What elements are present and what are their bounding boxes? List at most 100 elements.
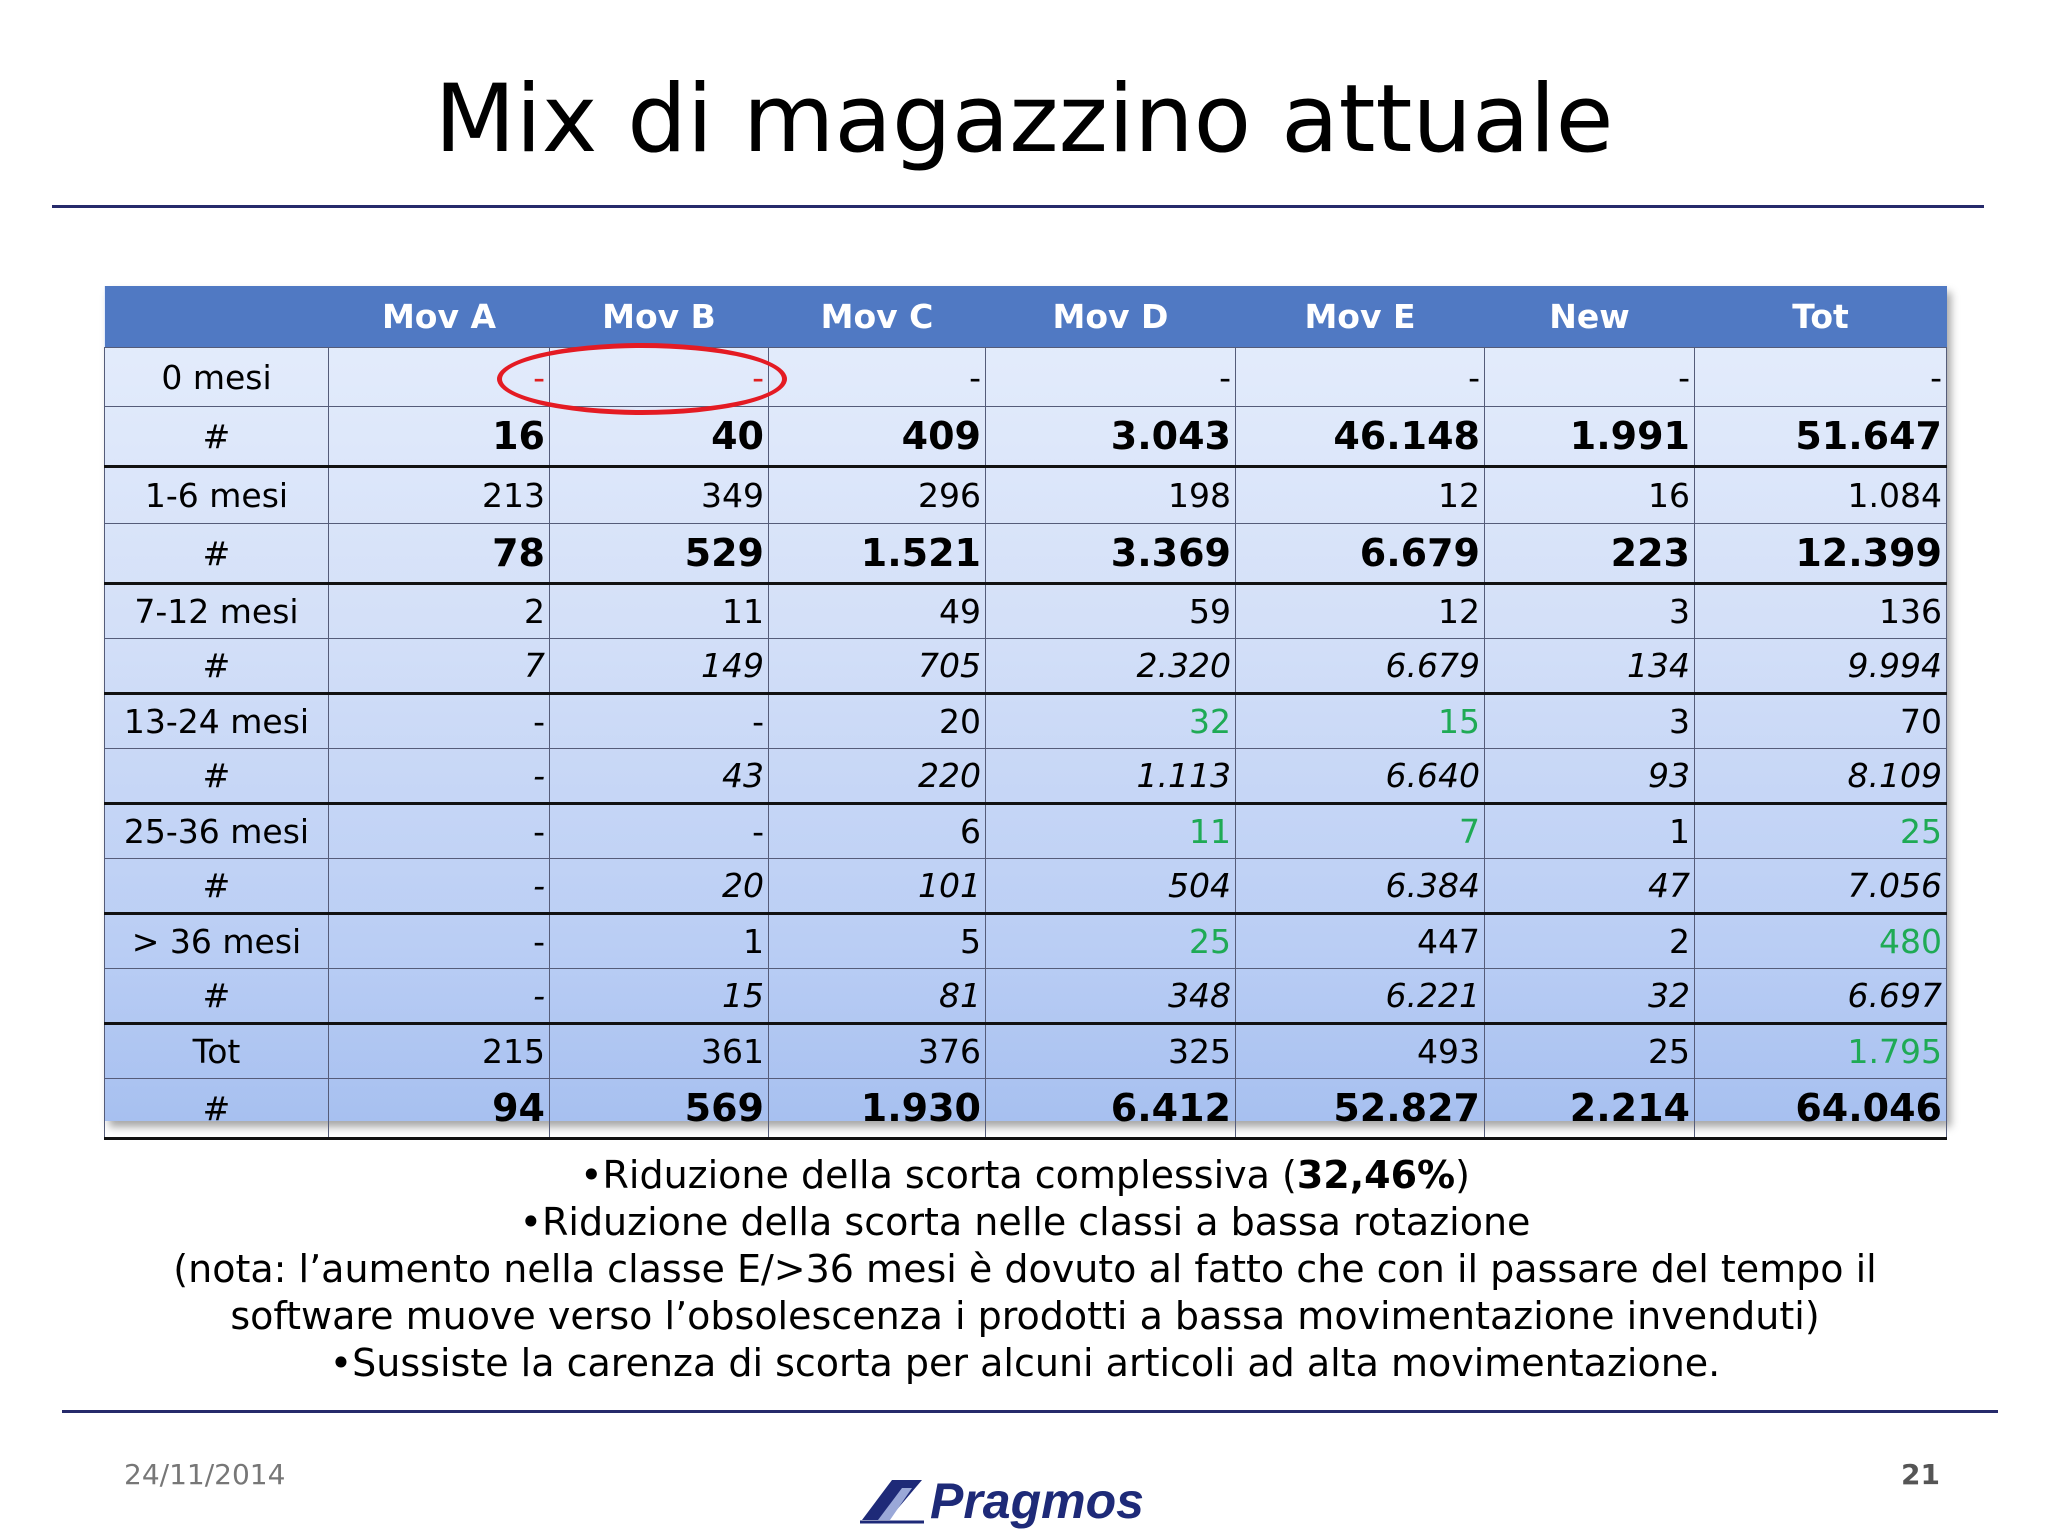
row-label: # — [104, 968, 329, 1024]
table-cell: 136 — [1694, 582, 1947, 639]
table-cell: 93 — [1484, 748, 1695, 804]
table-cell: - — [328, 858, 550, 914]
row-label: 1-6 mesi — [104, 465, 329, 524]
table-cell: 569 — [549, 1078, 769, 1140]
table-cell: 46.148 — [1235, 406, 1485, 467]
table-cell: 376 — [768, 1022, 986, 1079]
table-cell: 11 — [549, 582, 769, 639]
table-cell: 40 — [549, 406, 769, 467]
table-cell: 94 — [328, 1078, 550, 1140]
inventory-table: Mov A Mov B Mov C Mov D Mov E New Tot 0 … — [104, 286, 1947, 1140]
table-cell: - — [328, 748, 550, 804]
row-label: > 36 mesi — [104, 912, 329, 969]
table-row: # 16 40 409 3.043 46.148 1.991 51.647 — [104, 406, 1947, 467]
table-row: 1-6 mesi 213 349 296 198 12 16 1.084 — [104, 465, 1947, 524]
logo-text: Pragmos — [930, 1473, 1144, 1529]
table-cell: 20 — [549, 858, 769, 914]
table-cell: 49 — [768, 582, 986, 639]
table-cell: 223 — [1484, 523, 1695, 584]
row-label: # — [104, 638, 329, 694]
page-number: 21 — [1901, 1458, 1940, 1491]
footer-date: 24/11/2014 — [124, 1458, 286, 1491]
table-cell: 215 — [328, 1022, 550, 1079]
pragmos-logo: Pragmos — [860, 1473, 1144, 1529]
table-cell: 32 — [985, 692, 1236, 749]
header-cell: New — [1484, 286, 1695, 348]
table-cell: 349 — [549, 465, 769, 524]
table-cell: 198 — [985, 465, 1236, 524]
header-cell: Mov C — [768, 286, 986, 348]
table-cell: 6.697 — [1694, 968, 1947, 1024]
table-cell: 51.647 — [1694, 406, 1947, 467]
table-cell: 12 — [1235, 465, 1485, 524]
table-cell: 447 — [1235, 912, 1485, 969]
row-label: # — [104, 1078, 329, 1140]
table-cell: 409 — [768, 406, 986, 467]
table-cell: 7 — [328, 638, 550, 694]
table-cell: 16 — [328, 406, 550, 467]
header-cell: Mov E — [1235, 286, 1485, 348]
table-cell: 2 — [1484, 912, 1695, 969]
table-cell: 15 — [549, 968, 769, 1024]
table-cell: 6.679 — [1235, 638, 1485, 694]
footer-divider — [62, 1410, 1998, 1413]
table-cell: - — [549, 692, 769, 749]
table-cell: 81 — [768, 968, 986, 1024]
table-cell: - — [549, 802, 769, 859]
table-cell: 12 — [1235, 582, 1485, 639]
table-cell: 64.046 — [1694, 1078, 1947, 1140]
table-cell: 3 — [1484, 692, 1695, 749]
note-line-5: •Sussiste la carenza di scorta per alcun… — [329, 1341, 1721, 1385]
highlight-ellipse — [497, 343, 787, 415]
table-cell: 2.320 — [985, 638, 1236, 694]
table-row: > 36 mesi - 1 5 25 447 2 480 — [104, 912, 1947, 969]
table-cell: 32 — [1484, 968, 1695, 1024]
title-divider — [52, 205, 1984, 208]
table-cell: - — [1694, 347, 1947, 407]
table-cell: 25 — [985, 912, 1236, 969]
table-cell: 6 — [768, 802, 986, 859]
table-row: 0 mesi - - - - - - - — [104, 347, 1947, 407]
header-cell: Mov A — [328, 286, 550, 348]
note-line-3: (nota: l’aumento nella classe E/>36 mesi… — [173, 1247, 1877, 1291]
header-cell — [104, 286, 329, 348]
table-cell: - — [1484, 347, 1695, 407]
table-cell: 1.930 — [768, 1078, 986, 1140]
table-cell: 220 — [768, 748, 986, 804]
inventory-grid: Mov A Mov B Mov C Mov D Mov E New Tot 0 … — [104, 286, 1947, 1140]
note-line-1: •Riduzione della scorta complessiva (32,… — [580, 1153, 1470, 1197]
notes-block: •Riduzione della scorta complessiva (32,… — [104, 1152, 1946, 1387]
header-cell: Tot — [1694, 286, 1947, 348]
table-cell: 16 — [1484, 465, 1695, 524]
row-label: # — [104, 748, 329, 804]
table-cell: 25 — [1484, 1022, 1695, 1079]
header-row: Mov A Mov B Mov C Mov D Mov E New Tot — [104, 286, 1947, 348]
table-cell: 348 — [985, 968, 1236, 1024]
table-cell: 529 — [549, 523, 769, 584]
table-cell: 1.113 — [985, 748, 1236, 804]
row-label: # — [104, 523, 329, 584]
table-row: # 7 149 705 2.320 6.679 134 9.994 — [104, 638, 1947, 694]
table-cell: 9.994 — [1694, 638, 1947, 694]
table-cell: 134 — [1484, 638, 1695, 694]
table-cell: 2 — [328, 582, 550, 639]
table-cell: 493 — [1235, 1022, 1485, 1079]
row-label: # — [104, 406, 329, 467]
header-cell: Mov B — [549, 286, 769, 348]
table-cell: 2.214 — [1484, 1078, 1695, 1140]
row-label: 0 mesi — [104, 347, 329, 407]
table-cell: 1.084 — [1694, 465, 1947, 524]
table-cell: 1.521 — [768, 523, 986, 584]
table-cell: 25 — [1694, 802, 1947, 859]
table-cell: - — [328, 802, 550, 859]
table-row: # 94 569 1.930 6.412 52.827 2.214 64.046 — [104, 1078, 1947, 1140]
table-cell: 15 — [1235, 692, 1485, 749]
table-cell: 101 — [768, 858, 986, 914]
table-cell: 1 — [1484, 802, 1695, 859]
table-row: # 78 529 1.521 3.369 6.679 223 12.399 — [104, 523, 1947, 584]
table-cell: - — [985, 347, 1236, 407]
table-cell: 59 — [985, 582, 1236, 639]
logo-mark-icon — [860, 1480, 924, 1524]
table-cell: 1.991 — [1484, 406, 1695, 467]
table-cell: 6.679 — [1235, 523, 1485, 584]
